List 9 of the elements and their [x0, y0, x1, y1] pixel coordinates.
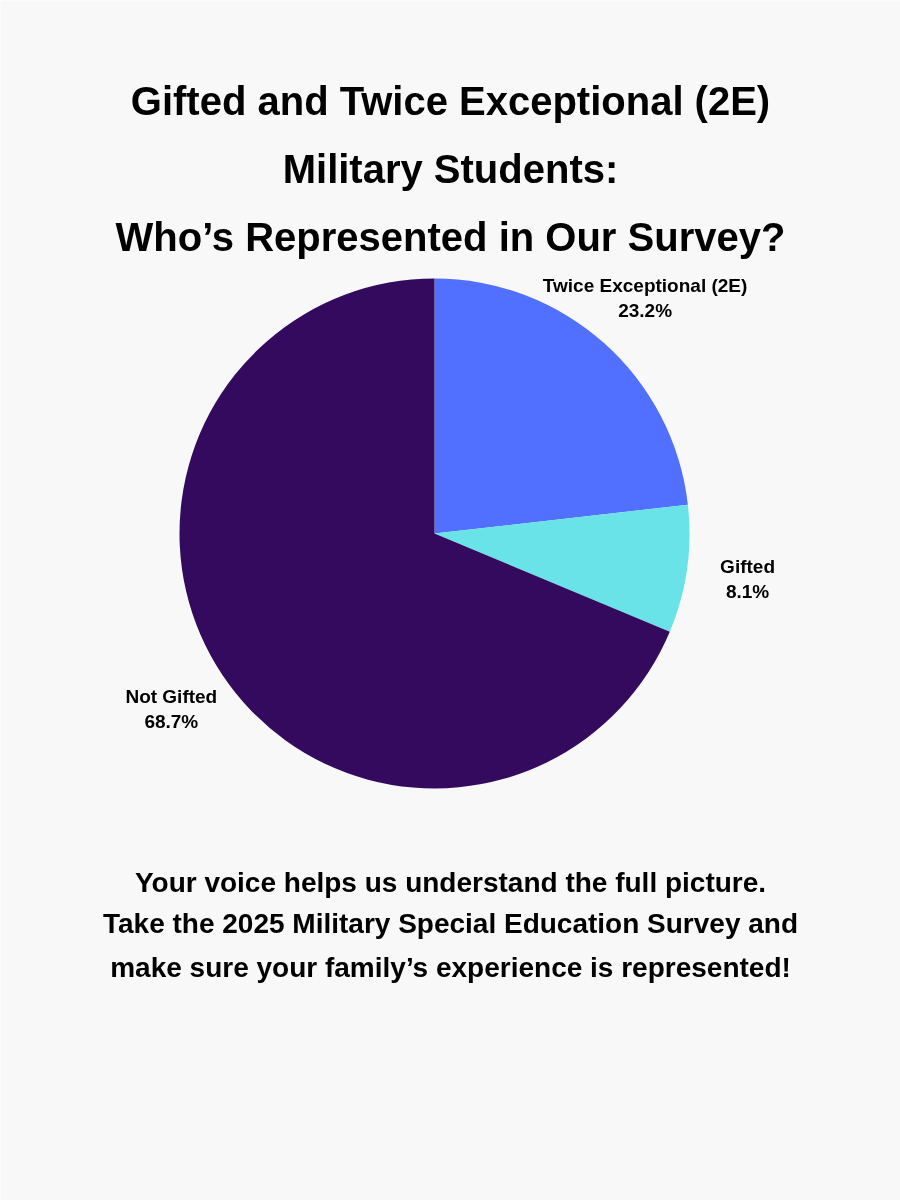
text: Your voice helps us understand the full picture.: [134, 866, 767, 898]
text: Take the 2025 Military Special Education Survey and make sure your family’s experience is represented!: [102, 907, 799, 984]
data-label: 68.7%: [144, 711, 199, 733]
data-label: 23.2%: [618, 300, 673, 322]
slice-label: Twice Exceptional (2E): [542, 275, 748, 297]
chart-title: Gifted and Twice Exceptional (2E) Military Students: Who’s Represented in Our Survey?: [115, 78, 786, 259]
slice-label: Gifted: [720, 555, 775, 577]
slice-label: Not Gifted: [125, 686, 218, 708]
data-label: 8.1%: [725, 580, 770, 602]
